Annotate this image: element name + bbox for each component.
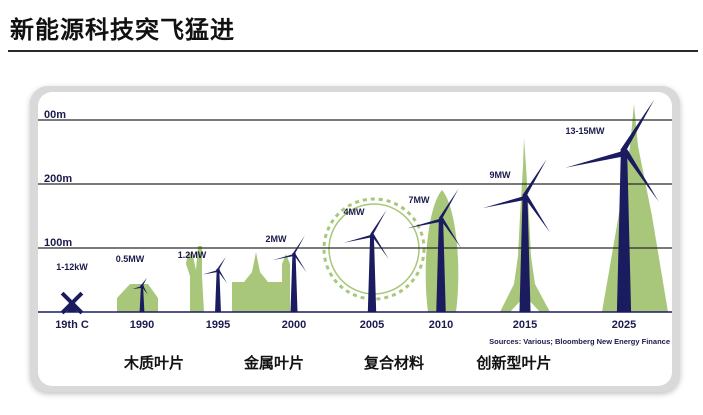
turbine-tower (616, 152, 632, 312)
capacity-label-1995: 1.2MW (178, 250, 207, 260)
source-note: Sources: Various; Bloomberg New Energy F… (489, 337, 670, 346)
turbine-hub (522, 194, 528, 200)
turbine-blade (482, 195, 526, 209)
turbine-hub (216, 268, 220, 273)
turbine-blade (522, 158, 547, 198)
turbine-blade (620, 99, 655, 153)
turbine-blade (343, 234, 373, 243)
turbine-blade (272, 253, 295, 261)
turbine-hub (620, 148, 628, 156)
title-divider (8, 50, 698, 52)
turbine-blade (524, 195, 551, 233)
turbine-2025 (565, 99, 659, 312)
turbine-blade (217, 269, 228, 284)
turbine-tower (367, 235, 377, 312)
turbine-hub (292, 252, 296, 257)
ferris-wheel-silhouette (322, 197, 426, 301)
turbine-hub (140, 284, 144, 289)
turbine-blade (141, 285, 148, 295)
turbine-tower (290, 254, 298, 312)
turbine-2010 (406, 188, 462, 312)
y-tick-label-100: 100m (44, 237, 72, 249)
liberty-statue-silhouette (186, 246, 204, 312)
y-tick-label-300: 00m (44, 109, 66, 121)
x-label-2025: 2025 (612, 319, 636, 331)
capacity-label-1990: 0.5MW (116, 254, 145, 264)
turbine-1990 (132, 277, 148, 312)
turbine-blade (293, 253, 307, 273)
turbine-blade (370, 209, 387, 236)
x-label-1990: 1990 (130, 319, 154, 331)
plot-background (38, 92, 672, 386)
turbine-tower (519, 196, 531, 312)
capacity-label-2010: 7MW (409, 195, 431, 205)
material-label-metal: 金属叶片 (243, 354, 304, 372)
turbine-blade (406, 218, 442, 229)
material-label-composite: 复合材料 (363, 354, 424, 372)
turbine-1995 (202, 256, 228, 312)
page-title: 新能源科技突飞猛进 (10, 16, 235, 44)
turbine-blade (438, 188, 459, 220)
y-tick-label-200: 200m (44, 173, 72, 185)
x-label-19thc: 19th C (55, 319, 89, 331)
turbine-blade (440, 217, 462, 249)
turbine-blade (565, 150, 626, 168)
farmhouse-silhouette (117, 284, 158, 312)
material-label-innovative: 创新型叶片 (475, 354, 551, 372)
turbine-tower (139, 286, 145, 312)
turbine-blade (140, 277, 147, 287)
turbine-blade (622, 149, 659, 202)
x-label-2000: 2000 (282, 319, 306, 331)
capacity-label-2025: 13-15MW (565, 126, 605, 136)
x-label-1995: 1995 (206, 319, 230, 331)
turbine-hub (438, 217, 444, 222)
turbine-blade (132, 285, 143, 289)
material-label-wood: 木质叶片 (123, 354, 184, 372)
turbine-blade (292, 235, 305, 255)
capacity-label-2005: 4MW (344, 207, 366, 217)
capacity-label-19thc: 1-12kW (56, 262, 88, 272)
turbine-blade (371, 234, 389, 260)
big-ben-silhouette (232, 252, 290, 312)
windmill-sail (60, 291, 84, 315)
turbine-series (60, 99, 659, 315)
turbine-19thc (60, 291, 84, 315)
turbine-chart: 100m 200m 00m 19th C 1990 1995 2000 2005… (38, 92, 672, 386)
turbine-hub (370, 233, 374, 237)
x-label-2005: 2005 (360, 319, 384, 331)
x-label-2010: 2010 (429, 319, 453, 331)
turbine-2005 (343, 209, 389, 312)
y-gridlines (38, 119, 672, 249)
capacity-label-2000: 2MW (266, 234, 288, 244)
turbine-tower (436, 219, 446, 312)
x-label-2015: 2015 (513, 319, 537, 331)
capacity-label-2015: 9MW (490, 170, 512, 180)
turbine-2000 (272, 235, 307, 312)
turbine-2015 (482, 158, 551, 312)
turbine-blade (216, 256, 226, 271)
turbine-tower (215, 270, 221, 312)
turbine-blade (202, 269, 219, 275)
